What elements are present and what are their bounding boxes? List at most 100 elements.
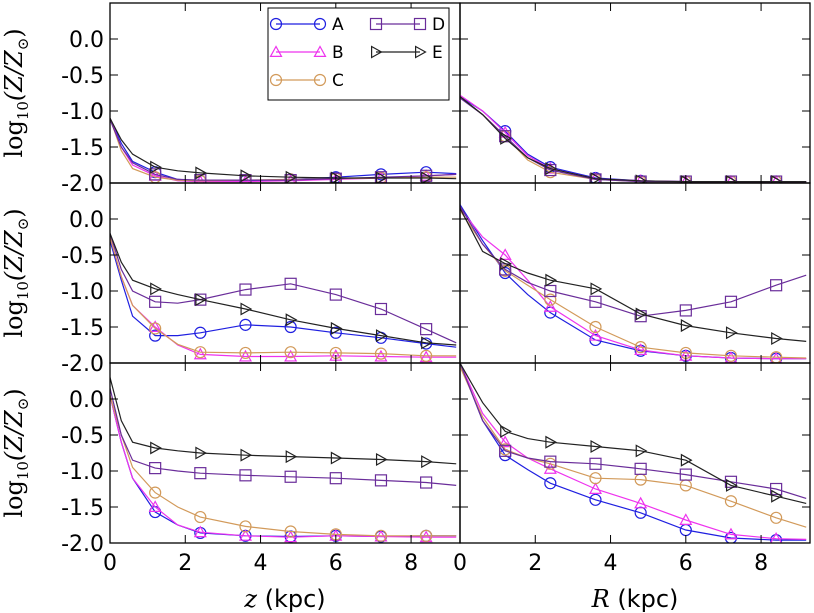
- marker-C: [420, 349, 433, 362]
- marker-B: [498, 248, 512, 260]
- marker-C: [149, 486, 162, 499]
- marker-D: [329, 472, 342, 485]
- panel-r1c1: 0.0 -0.5 -1.0 -1.5 -2.0: [61, 2, 461, 197]
- series-line-D: [460, 363, 807, 499]
- series-line-E: [460, 96, 807, 183]
- marker-B: [238, 349, 253, 362]
- marker-E: [375, 329, 388, 343]
- marker-E: [285, 313, 298, 327]
- legend-marker-C: [269, 73, 283, 87]
- marker-E: [545, 435, 558, 449]
- marker-E: [500, 257, 512, 271]
- legend-label-E: E: [432, 43, 443, 63]
- marker-C: [194, 346, 207, 359]
- marker-E: [240, 448, 253, 462]
- marker-D: [589, 295, 602, 308]
- panel-r3c2: 0 2 4 6 8: [453, 362, 811, 576]
- y-axis-label-text: log10(Z/Z⊙): [0, 28, 32, 157]
- marker-E: [330, 451, 343, 465]
- marker-D: [589, 457, 602, 470]
- marker-E: [150, 282, 162, 296]
- marker-D: [329, 288, 342, 301]
- marker-E: [725, 326, 738, 340]
- marker-E: [725, 175, 738, 183]
- panel-frame: [459, 362, 811, 544]
- marker-C: [239, 346, 252, 360]
- marker-B: [588, 328, 603, 341]
- marker-D: [284, 277, 297, 290]
- series-line-D: [460, 205, 807, 317]
- marker-C: [194, 510, 207, 524]
- series-line-B: [110, 395, 457, 538]
- legend-box: [267, 7, 450, 101]
- legend: ABC DE: [267, 7, 450, 101]
- marker-E: [590, 282, 603, 296]
- panel-r1c2: [459, 2, 811, 184]
- y-tick-label: -0.5: [61, 64, 104, 89]
- legend-marker-B: [313, 45, 327, 58]
- marker-E: [421, 455, 433, 469]
- marker-B: [769, 351, 783, 363]
- marker-A: [194, 326, 207, 339]
- legend-marker-E: [415, 45, 427, 59]
- marker-D: [724, 295, 738, 308]
- marker-B: [588, 482, 603, 494]
- marker-D: [284, 470, 297, 483]
- marker-D: [679, 304, 692, 317]
- marker-D: [420, 476, 433, 489]
- y-tick-label: -2.0: [61, 352, 104, 377]
- x-tick-label: 2: [528, 551, 542, 576]
- marker-D: [420, 323, 433, 336]
- series-line-C: [460, 366, 807, 528]
- marker-E: [771, 489, 783, 503]
- series-line-E: [460, 207, 807, 342]
- marker-D: [770, 482, 783, 496]
- legend-marker-D: [369, 17, 383, 31]
- marker-D: [499, 444, 512, 457]
- marker-E: [725, 478, 738, 492]
- series-line-A: [110, 117, 457, 182]
- marker-D: [194, 174, 207, 183]
- panel-data: [460, 204, 807, 363]
- series-line-C: [110, 395, 457, 537]
- marker-B: [238, 529, 253, 541]
- marker-E: [240, 169, 253, 183]
- marker-C: [634, 341, 647, 354]
- y-axis-label-text: log10(Z/Z⊙): [0, 208, 32, 337]
- marker-B: [193, 525, 207, 538]
- legend-label-A: A: [332, 15, 344, 35]
- y-tick-label: -1.5: [61, 316, 104, 341]
- marker-D: [239, 174, 252, 183]
- legend-marker-B: [269, 45, 283, 58]
- y-tick-label: -2.0: [61, 172, 104, 197]
- y-axis-label: log10(Z/Z⊙): [0, 208, 32, 337]
- marker-B: [284, 349, 298, 362]
- marker-B: [543, 300, 557, 312]
- marker-E: [635, 444, 648, 458]
- marker-E: [421, 171, 433, 183]
- marker-A: [149, 329, 162, 342]
- y-axis-label: log10(Z/Z⊙): [0, 388, 32, 517]
- marker-B: [769, 531, 783, 543]
- marker-E: [545, 273, 558, 287]
- series-line-B: [110, 117, 457, 183]
- legend-marker-D: [413, 17, 427, 31]
- marker-E: [150, 441, 162, 455]
- legend-marker-A: [269, 17, 283, 31]
- series-line-C: [110, 236, 457, 357]
- marker-C: [284, 346, 297, 359]
- series-line-D: [110, 388, 457, 486]
- x-tick-label: 6: [679, 551, 693, 576]
- y-tick-label: -0.5: [61, 244, 104, 269]
- marker-D: [149, 462, 162, 475]
- marker-B: [498, 435, 512, 448]
- marker-E: [635, 174, 648, 183]
- panel-data: [110, 377, 457, 543]
- series-line-B: [460, 363, 807, 540]
- marker-C: [724, 495, 738, 508]
- marker-B: [634, 496, 648, 509]
- marker-E: [195, 166, 208, 180]
- axis-labels: log10(Z/Z⊙) log10(Z/Z⊙) log10(Z/Z⊙) z (kpc)…: [0, 28, 678, 613]
- marker-E: [285, 450, 298, 464]
- marker-E: [240, 302, 253, 316]
